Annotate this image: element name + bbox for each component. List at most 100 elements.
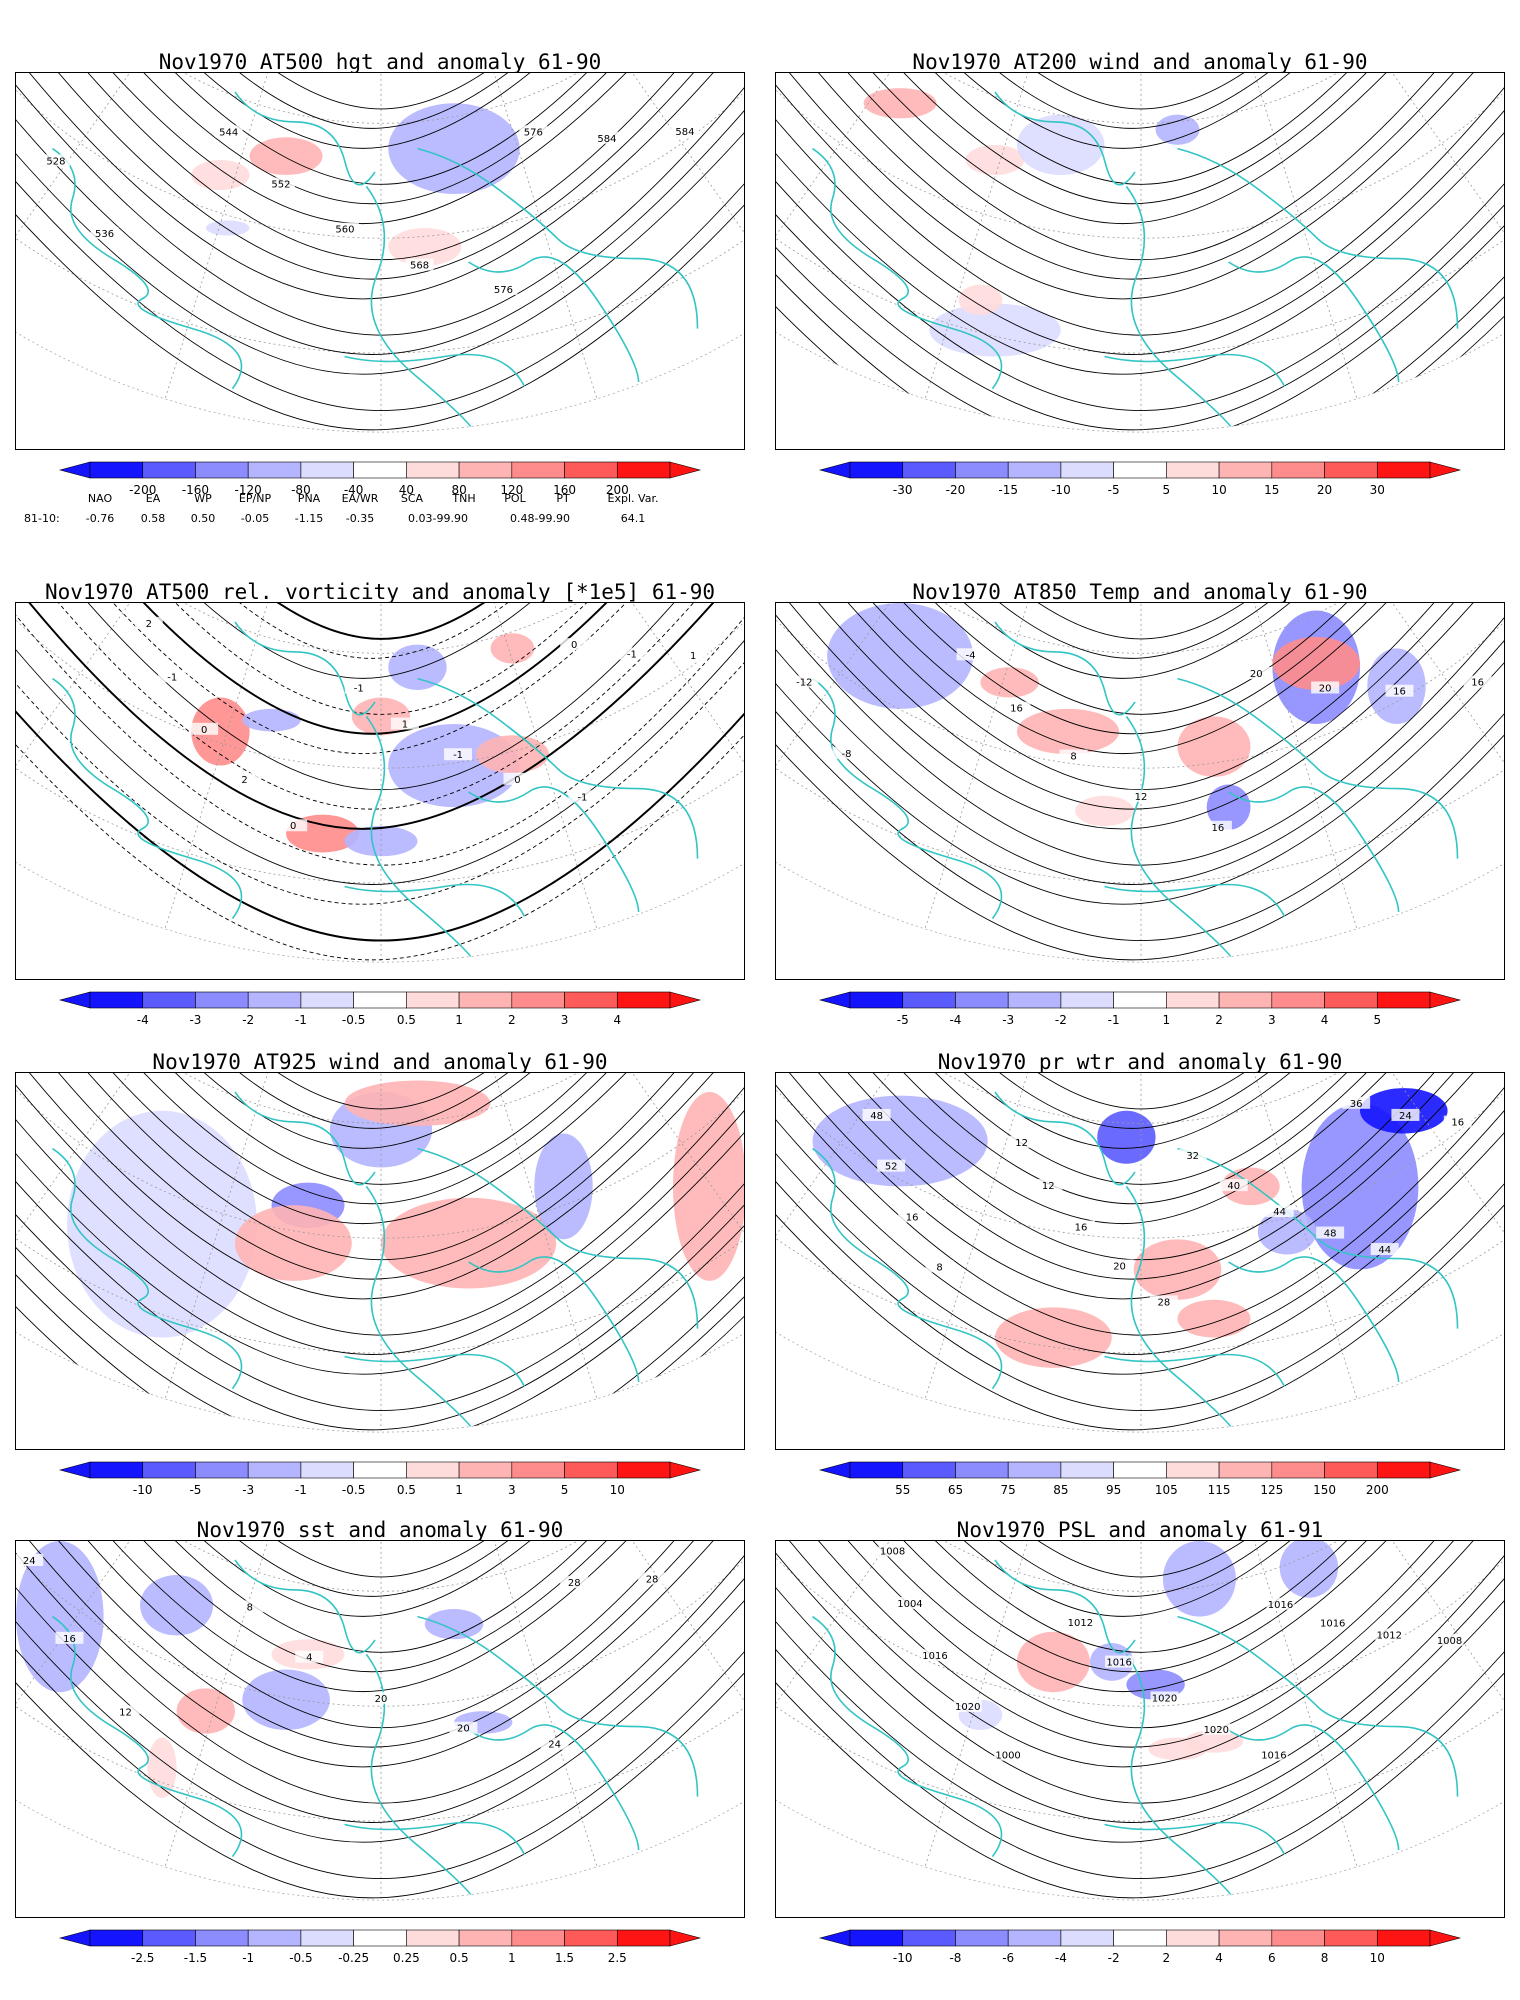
tele-value: -0.35 [345,512,375,525]
coastline [468,1724,640,1851]
colorbar-tick-label: 1.5 [554,1951,575,1965]
colorbar-tick-label: -5 [189,1483,202,1497]
colorbar-min-arrow [58,461,91,479]
colorbar-tick-label: 5 [1373,1013,1382,1027]
contour-line [776,1541,1504,1748]
colorbar-tick-label: -3 [189,1013,202,1027]
colorbar-tick-label: 160 [553,483,576,497]
meridian-line [1140,1073,1379,1433]
contour-line [16,1541,744,1597]
coastline [234,91,376,186]
colorbar-tick-label: 2 [507,1013,516,1027]
contour-line [16,603,744,885]
colorbar-swatch [616,991,671,1009]
contour-label: -8 [842,749,852,760]
coastline [1177,677,1459,859]
colorbar-swatch [1060,991,1114,1009]
colorbar-tick-label: -10 [892,1951,913,1965]
coastline [417,1615,699,1797]
colorbar-swatch [247,461,302,479]
colorbar-tick-label: 120 [500,483,524,497]
contour-label: 20 [1113,1261,1126,1272]
contour-line [16,603,744,755]
colorbar-tick-label: 40 [398,483,414,497]
colorbar-swatch [564,1929,618,1947]
coastline [365,1653,478,1901]
coastline [234,621,376,716]
anomaly-region [388,227,462,266]
contour-label: 584 [597,134,616,145]
colorbar-swatch [902,991,956,1009]
meridian-line [903,73,1142,433]
colorbar-svg [818,461,1462,479]
anomaly-region [191,159,250,191]
colorbar-tick-label: 2.5 [607,1951,627,1965]
contour-line [16,1073,744,1280]
contour-line [776,603,1504,810]
colorbar-swatch [616,1461,671,1479]
contour-line [16,1541,744,1617]
contour-label: 1 [402,719,408,730]
panel-p2: Nov1970 AT200 wind and anomaly 61-90 -30-… [775,50,1505,510]
panel-title: Nov1970 AT500 hgt and anomaly 61-90 [158,50,602,74]
contour-line [776,73,1504,185]
coastline [1228,1724,1400,1851]
tele-header: EA/WR [341,492,379,505]
contour-line [16,73,744,261]
coastline [234,1559,376,1654]
colorbar-tick-label: 1 [1162,1013,1171,1027]
panel-p7: Nov1970 sst and anomaly 61-90 24 16 12 8 4 20 2… [15,1518,745,1978]
tele-header: PT [556,492,570,505]
colorbar-tick-label: 0.25 [393,1951,420,1965]
contour-line [776,73,1504,129]
colorbar-max-arrow [669,461,702,479]
contour-line [776,73,1504,412]
contour-line [776,603,1504,715]
contour-line [776,603,1504,942]
colorbar-tick-label: 115 [1207,1483,1231,1497]
colorbar-swatch [89,461,144,479]
colorbar-tick-label: 2 [1215,1013,1223,1027]
anomaly-region [1155,114,1200,145]
anomaly-region [242,708,301,732]
anomaly-region [812,1095,988,1187]
contour-line [776,1541,1504,1673]
colorbar-tick-label: 20 [1316,483,1333,497]
map-frame [775,72,1505,450]
contour-label: 1016 [1268,1600,1293,1611]
colorbar-swatch [458,461,513,479]
map-frame: -12 -8 -4 16 8 12 16 20 20 16 16 [775,602,1505,980]
colorbar-swatch [406,461,460,479]
colorbar-tick-label: 1 [455,1483,463,1497]
coastline [365,1185,478,1433]
anomaly-region [1016,708,1120,755]
contour-label: 1020 [955,1702,980,1713]
colorbar-swatch [902,1929,956,1947]
colorbar-tick-label: -0.5 [341,1483,366,1497]
tele-header: PNA [297,492,321,505]
map-svg [776,73,1504,433]
coastline [1177,1147,1459,1329]
anomaly-region [381,1197,557,1289]
colorbar-swatch [247,991,302,1009]
panel-p3: Nov1970 AT500 rel. vorticity and anomaly… [15,580,745,1040]
colorbar-swatch [511,991,565,1009]
colorbar-swatch [1324,461,1378,479]
contour-label: 28 [568,1578,581,1589]
colorbar-tick-label: -3 [242,1483,255,1497]
colorbar-tick-label: 15 [1264,483,1280,497]
tele-header: Expl. Var. [607,492,659,505]
contour-line [776,603,1504,679]
contour-line [16,73,744,280]
colorbar-tick-label: -4 [136,1013,149,1027]
panel-title: Nov1970 sst and anomaly 61-90 [196,1518,564,1542]
colorbar-tick-label: -6 [1002,1951,1015,1965]
colorbar-swatch [406,991,460,1009]
contour-line [16,1541,744,1673]
colorbar-tick-label: -120 [234,483,262,497]
tele-value: 0.03-99.90 [408,512,468,525]
colorbar-tick-label: 3 [560,1013,569,1027]
coastline [1104,883,1286,917]
map-frame: 1008 1004 1016 1020 1000 1012 1016 1020 1020 1016… [775,1540,1505,1918]
colorbar-swatch [1218,1929,1273,1947]
